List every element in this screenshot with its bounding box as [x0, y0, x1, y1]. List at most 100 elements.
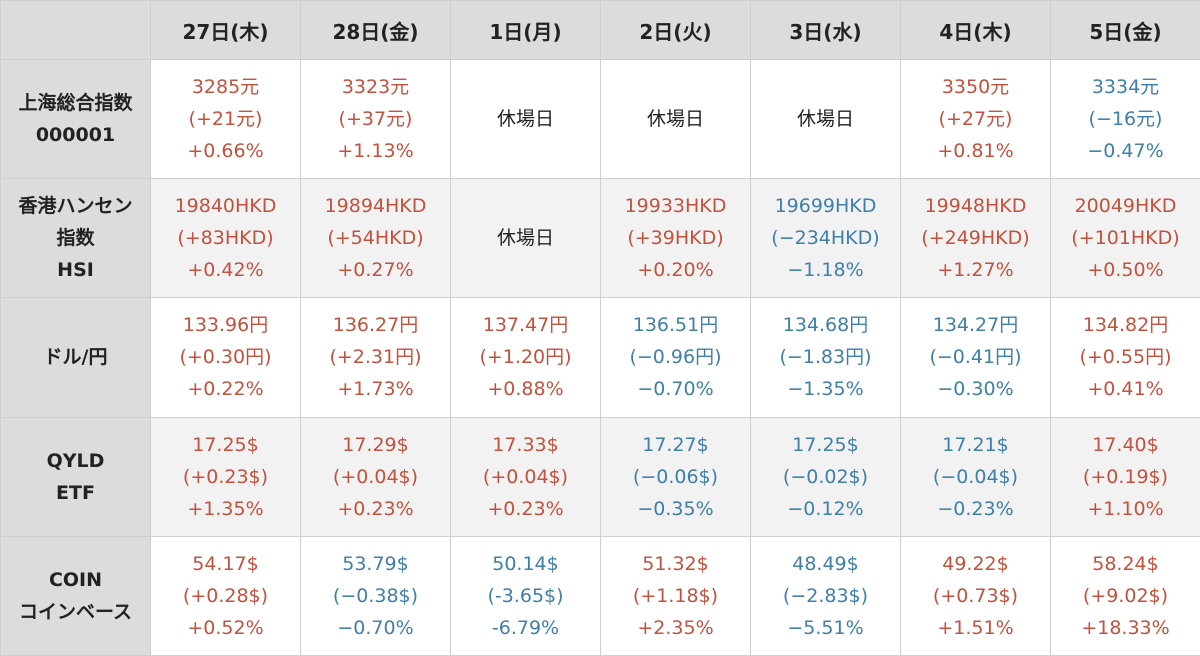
value-cell: 53.79$ (−0.38$) −0.70%: [300, 535, 451, 656]
price-value: 17.40$: [1092, 433, 1159, 456]
change-value: (+101HKD): [1071, 227, 1180, 250]
percent-value: +0.81%: [937, 140, 1014, 163]
percent-value: +1.27%: [937, 259, 1014, 282]
row-label: ドル/円: [0, 297, 151, 418]
price-value: 136.51円: [632, 314, 719, 337]
percent-value: +2.35%: [637, 616, 714, 639]
change-value: (−0.02$): [782, 465, 869, 488]
closed-label: 休場日: [496, 108, 554, 131]
change-value: (+1.18$): [632, 584, 719, 607]
change-value: (+0.55円): [1079, 346, 1172, 369]
column-header: 5日(金): [1050, 0, 1200, 60]
change-value: (+21元): [188, 108, 263, 131]
row-label: 香港ハンセン 指数 HSI: [0, 178, 151, 299]
value-cell: 17.29$ (+0.04$) +0.23%: [300, 416, 451, 537]
value-cell: 134.68円 (−1.83円) −1.35%: [750, 297, 901, 418]
price-value: 20049HKD: [1074, 195, 1177, 218]
change-value: (+27元): [938, 108, 1013, 131]
table-body: 上海総合指数 000001 3285元 (+21元) +0.66% 3323元 (+37元)…: [0, 58, 1200, 656]
percent-value: −0.35%: [637, 497, 714, 520]
price-value: 17.25$: [792, 433, 859, 456]
change-value: (−0.04$): [932, 465, 1019, 488]
value-cell: 58.24$ (+9.02$) +18.33%: [1050, 535, 1200, 656]
price-value: 54.17$: [192, 552, 259, 575]
value-cell: 134.27円 (−0.41円) −0.30%: [900, 297, 1051, 418]
closed-label: 休場日: [646, 108, 704, 131]
row-label-line: 指数: [56, 227, 95, 250]
price-value: 133.96円: [182, 314, 269, 337]
change-value: (−2.83$): [782, 584, 869, 607]
row-label-line: ETF: [56, 481, 95, 504]
value-cell: 19933HKD (+39HKD) +0.20%: [600, 178, 751, 299]
percent-value: +0.41%: [1087, 378, 1164, 401]
closed-cell: 休場日: [750, 58, 901, 180]
percent-value: +1.10%: [1087, 497, 1164, 520]
percent-value: +0.52%: [187, 616, 264, 639]
price-value: 136.27円: [332, 314, 419, 337]
row-label: QYLD ETF: [0, 416, 151, 537]
row-label-line: QYLD: [46, 449, 105, 472]
column-header: 3日(水): [750, 0, 901, 60]
value-cell: 17.33$ (+0.04$) +0.23%: [450, 416, 601, 537]
percent-value: +0.66%: [187, 140, 264, 163]
change-value: (+39HKD): [627, 227, 724, 250]
closed-label: 休場日: [496, 227, 554, 250]
corner-cell: [0, 0, 151, 60]
change-value: (+0.30円): [179, 346, 272, 369]
price-value: 17.33$: [492, 433, 559, 456]
value-cell: 48.49$ (−2.83$) −5.51%: [750, 535, 901, 656]
row-label-line: 000001: [35, 124, 116, 147]
percent-value: −0.70%: [337, 616, 414, 639]
percent-value: −0.23%: [937, 497, 1014, 520]
change-value: (−1.83円): [779, 346, 872, 369]
value-cell: 51.32$ (+1.18$) +2.35%: [600, 535, 751, 656]
table-row: 上海総合指数 000001 3285元 (+21元) +0.66% 3323元 (+37元)…: [0, 58, 1200, 180]
price-value: 17.29$: [342, 433, 409, 456]
price-value: 3323元: [341, 76, 410, 99]
value-cell: 17.25$ (+0.23$) +1.35%: [150, 416, 301, 537]
table-row: QYLD ETF 17.25$ (+0.23$) +1.35% 17.29$ (+0.04$…: [0, 416, 1200, 537]
row-label-line: ドル/円: [43, 346, 108, 369]
value-cell: 136.27円 (+2.31円) +1.73%: [300, 297, 451, 418]
percent-value: −1.18%: [787, 259, 864, 282]
change-value: (+9.02$): [1082, 584, 1169, 607]
price-value: 50.14$: [492, 552, 559, 575]
change-value: (+83HKD): [177, 227, 274, 250]
header-row: 27日(木) 28日(金) 1日(月) 2日(火) 3日(水) 4日(木) 5日…: [0, 0, 1200, 60]
percent-value: +1.73%: [337, 378, 414, 401]
change-value: (+1.20円): [479, 346, 572, 369]
value-cell: 3285元 (+21元) +0.66%: [150, 58, 301, 180]
change-value: (+2.31円): [329, 346, 422, 369]
table-row: ドル/円 133.96円 (+0.30円) +0.22% 136.27円 (+2.31円)…: [0, 297, 1200, 418]
percent-value: +1.13%: [337, 140, 414, 163]
change-value: (−0.96円): [629, 346, 722, 369]
row-label-line: 上海総合指数: [18, 92, 133, 115]
row-label-line: コインベース: [18, 600, 133, 623]
price-value: 58.24$: [1092, 552, 1159, 575]
value-cell: 3334元 (−16元) −0.47%: [1050, 58, 1200, 180]
percent-value: +0.27%: [337, 259, 414, 282]
price-value: 17.27$: [642, 433, 709, 456]
price-value: 3350元: [941, 76, 1010, 99]
price-value: 137.47円: [482, 314, 569, 337]
price-value: 134.27円: [932, 314, 1019, 337]
change-value: (+0.04$): [482, 465, 569, 488]
change-value: (−234HKD): [771, 227, 880, 250]
percent-value: −0.30%: [937, 378, 1014, 401]
percent-value: −5.51%: [787, 616, 864, 639]
price-value: 19699HKD: [774, 195, 877, 218]
column-header: 4日(木): [900, 0, 1051, 60]
percent-value: +1.35%: [187, 497, 264, 520]
row-label-line: COIN: [48, 568, 103, 591]
closed-label: 休場日: [796, 108, 854, 131]
price-value: 17.21$: [942, 433, 1009, 456]
value-cell: 19840HKD (+83HKD) +0.42%: [150, 178, 301, 299]
percent-value: −1.35%: [787, 378, 864, 401]
value-cell: 137.47円 (+1.20円) +0.88%: [450, 297, 601, 418]
price-value: 53.79$: [342, 552, 409, 575]
value-cell: 54.17$ (+0.28$) +0.52%: [150, 535, 301, 656]
table-row: 香港ハンセン 指数 HSI 19840HKD (+83HKD) +0.42% 19894HK…: [0, 178, 1200, 299]
percent-value: -6.79%: [491, 616, 560, 639]
closed-cell: 休場日: [450, 178, 601, 299]
